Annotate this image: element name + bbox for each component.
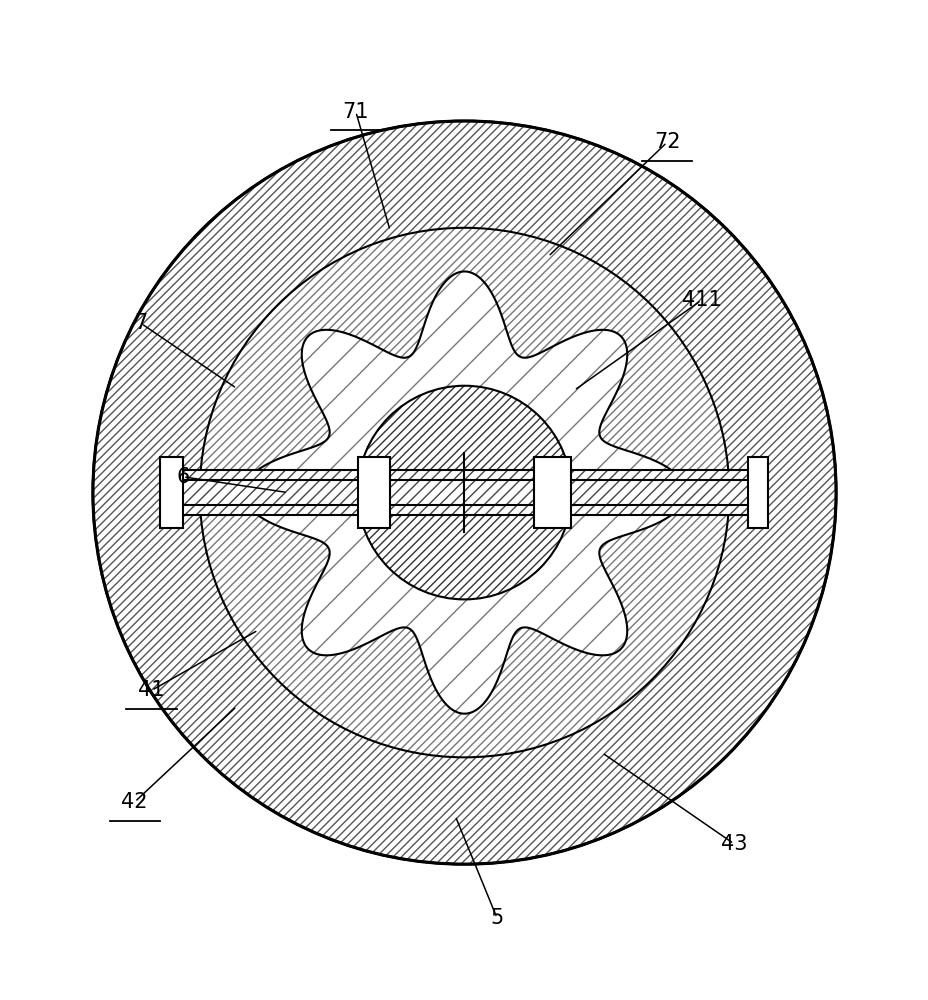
Bar <box>357 457 390 528</box>
Bar <box>534 457 571 528</box>
Circle shape <box>93 121 835 864</box>
Text: 41: 41 <box>138 680 164 700</box>
Circle shape <box>357 386 571 599</box>
Bar <box>747 457 767 528</box>
Circle shape <box>200 228 728 757</box>
Text: 6: 6 <box>176 467 189 487</box>
Bar <box>176 470 752 515</box>
Bar <box>176 470 752 515</box>
Text: 7: 7 <box>135 313 148 333</box>
Bar <box>176 480 752 505</box>
Text: 71: 71 <box>342 102 368 122</box>
Bar <box>176 480 752 505</box>
Text: 43: 43 <box>720 834 746 854</box>
Text: 72: 72 <box>653 132 679 152</box>
Polygon shape <box>243 271 685 714</box>
Text: 5: 5 <box>490 908 503 928</box>
Circle shape <box>200 228 728 757</box>
Bar <box>160 457 183 528</box>
Text: 42: 42 <box>122 792 148 812</box>
Text: 411: 411 <box>681 290 720 310</box>
